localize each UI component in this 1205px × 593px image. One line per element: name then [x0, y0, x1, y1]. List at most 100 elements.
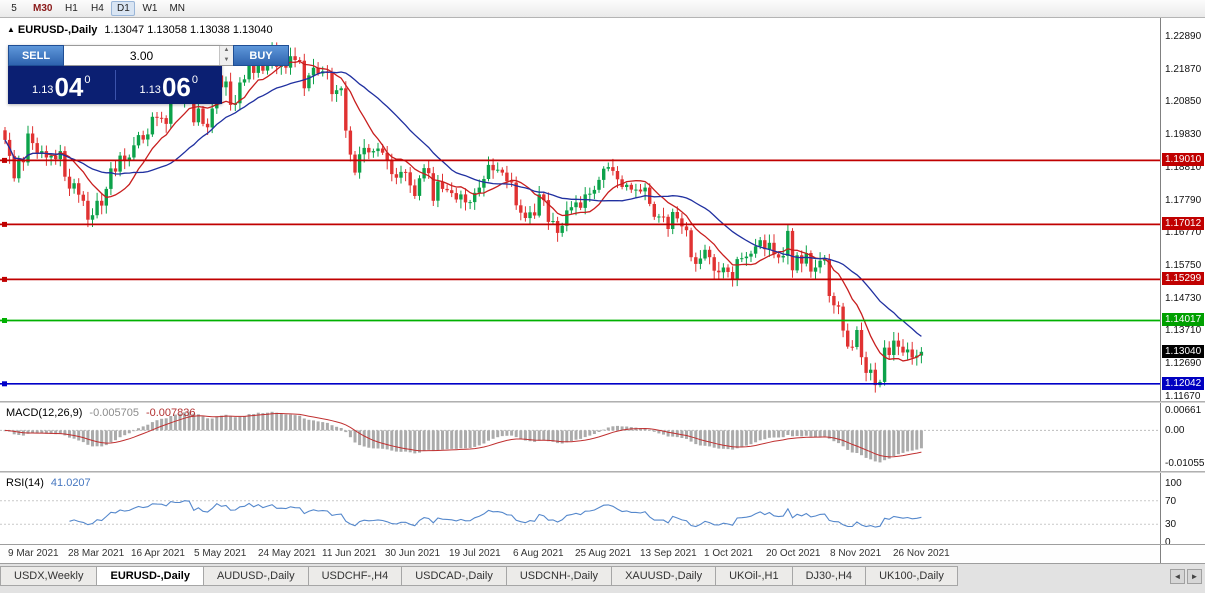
- date-axis-label: 9 Mar 2021: [8, 548, 59, 559]
- chart-tab-dj30-h4[interactable]: DJ30-,H4: [792, 566, 867, 586]
- macd-axis-label: 0.00661: [1165, 405, 1202, 416]
- timeframe-button-m30[interactable]: M30: [33, 3, 53, 14]
- price-divider: [114, 70, 116, 100]
- date-axis-label: 6 Aug 2021: [513, 548, 564, 559]
- price-axis-badge: 1.13040: [1162, 345, 1205, 358]
- macd-name: MACD(12,26,9): [6, 407, 83, 419]
- volume-input[interactable]: [64, 46, 219, 65]
- timeframe-button-d1[interactable]: D1: [111, 1, 136, 16]
- price-axis-labels: 1.22890 1.21870 1.20850 1.19830 1.18810 1.177…: [1161, 18, 1205, 402]
- chart-header: ▲ EURUSD-,Daily 1.13047 1.13058 1.13038 1.…: [7, 24, 273, 36]
- timeframe-button-h4[interactable]: H4: [91, 3, 104, 14]
- price-axis-label: 1.16770: [1165, 227, 1202, 238]
- date-axis-label: 25 Aug 2021: [575, 548, 632, 559]
- price-chart-panel[interactable]: ▲ EURUSD-,Daily 1.13047 1.13058 1.13038 1.…: [0, 18, 1160, 401]
- trade-controls-row: SELL ▲ ▼ BUY: [8, 45, 289, 66]
- timeframe-button-5[interactable]: 5: [11, 3, 17, 14]
- tab-scroll-controls: ◄ ►: [1170, 569, 1202, 584]
- price-axis-label: 1.20850: [1165, 96, 1202, 107]
- date-axis-label: 20 Oct 2021: [766, 548, 821, 559]
- price-axis-badge: 1.14017: [1162, 313, 1205, 326]
- chart-tab-xauusd-daily[interactable]: XAUUSD-,Daily: [612, 566, 717, 586]
- tabs-scroll-left-icon[interactable]: ◄: [1170, 569, 1185, 584]
- macd-main-value: -0.005705: [89, 407, 139, 419]
- timeframe-button-h1[interactable]: H1: [65, 3, 78, 14]
- rsi-axis-labels: 100 70 30 0: [1161, 473, 1205, 548]
- rsi-name: RSI(14): [6, 477, 44, 489]
- macd-axis-label: 0.00: [1165, 425, 1185, 436]
- price-axis-label: 1.15750: [1165, 260, 1202, 271]
- macd-chart: [0, 411, 1160, 463]
- rsi-value: 41.0207: [50, 477, 91, 489]
- timeframe-button-mn[interactable]: MN: [169, 3, 186, 14]
- date-axis-separator: [0, 544, 1205, 545]
- chart-tab-eurusd-daily[interactable]: EURUSD-,Daily: [97, 566, 204, 586]
- rsi-chart: [0, 500, 1160, 528]
- buy-price[interactable]: 1.13 06 0: [116, 66, 223, 104]
- macd-panel: MACD(12,26,9) -0.005705 -0.007836: [0, 403, 1160, 471]
- chart-tab-audusd-daily[interactable]: AUDUSD-,Daily: [203, 566, 309, 586]
- date-axis-label: 26 Nov 2021: [893, 548, 950, 559]
- chart-tab-usdchf-h4[interactable]: USDCHF-,H4: [308, 566, 403, 586]
- price-axis-label: 1.14730: [1165, 293, 1202, 304]
- macd-axis-labels: 0.00661 0.00 -0.01055: [1161, 403, 1205, 471]
- macd-axis-label: -0.01055: [1165, 458, 1205, 469]
- chart-ohlc-values: 1.13047 1.13058 1.13038 1.13040: [104, 24, 273, 36]
- date-axis-label: 8 Nov 2021: [830, 548, 882, 559]
- rsi-axis-label: 70: [1165, 496, 1177, 507]
- buy-price-sup: 0: [191, 74, 198, 86]
- panel-splitter-macd[interactable]: [0, 401, 1205, 403]
- sell-price[interactable]: 1.13 04 0: [8, 66, 115, 104]
- chart-tab-ukoil-h1[interactable]: UKOil-,H1: [716, 566, 793, 586]
- date-axis[interactable]: 9 Mar 2021 28 Mar 2021 16 Apr 2021 5 May 20…: [0, 545, 1160, 563]
- buy-price-big: 06: [161, 72, 191, 102]
- timeframe-toolbar: 5 M30 H1 H4 D1 W1 MN: [0, 0, 1205, 18]
- price-axis-badge: 1.12042: [1162, 377, 1205, 390]
- date-axis-label: 5 May 2021: [194, 548, 247, 559]
- date-axis-label: 19 Jul 2021: [449, 548, 501, 559]
- chart-tab-usdcad-daily[interactable]: USDCAD-,Daily: [402, 566, 507, 586]
- date-axis-label: 30 Jun 2021: [385, 548, 441, 559]
- chart-tab-uk100-daily[interactable]: UK100-,Daily: [866, 566, 958, 586]
- volume-increase-icon[interactable]: ▲: [220, 46, 233, 56]
- chart-tab-usdx-weekly[interactable]: USDX,Weekly: [0, 566, 98, 586]
- rsi-axis-label: 100: [1165, 478, 1182, 489]
- macd-label: MACD(12,26,9) -0.005705 -0.007836: [6, 407, 196, 419]
- sell-price-small: 1.13: [32, 84, 54, 96]
- tabs-scroll-right-icon[interactable]: ►: [1187, 569, 1202, 584]
- sell-button[interactable]: SELL: [8, 45, 64, 66]
- price-axis-label: 1.22890: [1165, 31, 1202, 42]
- sell-price-big: 04: [54, 72, 84, 102]
- buy-price-small: 1.13: [139, 84, 161, 96]
- price-axis-label: 1.18810: [1165, 162, 1202, 173]
- chart-symbol-title: EURUSD-,Daily: [17, 24, 98, 36]
- rsi-label: RSI(14) 41.0207: [6, 477, 91, 489]
- rsi-panel: RSI(14) 41.0207: [0, 473, 1160, 544]
- rsi-axis-label: 30: [1165, 519, 1177, 530]
- price-axis-badge: 1.15299: [1162, 272, 1205, 285]
- price-axis-label: 1.21870: [1165, 64, 1202, 75]
- date-axis-label: 11 Jun 2021: [322, 548, 377, 559]
- date-axis-label: 13 Sep 2021: [640, 548, 697, 559]
- chart-tabs: USDX,Weekly EURUSD-,Daily AUDUSD-,Daily USD…: [0, 566, 958, 586]
- buy-button[interactable]: BUY: [233, 45, 289, 66]
- volume-spinner: ▲ ▼: [219, 46, 233, 65]
- date-axis-label: 24 May 2021: [258, 548, 316, 559]
- price-axis-label: 1.17790: [1165, 195, 1202, 206]
- volume-field[interactable]: ▲ ▼: [64, 45, 233, 66]
- volume-decrease-icon[interactable]: ▼: [220, 55, 233, 65]
- rsi-axis-label: 0: [1165, 537, 1171, 548]
- chart-tabbar: USDX,Weekly EURUSD-,Daily AUDUSD-,Daily USD…: [0, 563, 1205, 593]
- price-axis-label: 1.12690: [1165, 358, 1202, 369]
- date-axis-label: 16 Apr 2021: [131, 548, 185, 559]
- panel-splitter-rsi[interactable]: [0, 471, 1205, 473]
- timeframe-button-w1[interactable]: W1: [142, 3, 158, 14]
- date-axis-label: 1 Oct 2021: [704, 548, 753, 559]
- price-axis-label: 1.19830: [1165, 129, 1202, 140]
- trade-prices-row: 1.13 04 0 1.13 06 0: [8, 66, 222, 104]
- chart-tab-usdcnh-daily[interactable]: USDCNH-,Daily: [506, 566, 613, 586]
- chart-marker-icon: ▲: [7, 25, 15, 34]
- price-axis-label: 1.11670: [1165, 391, 1201, 402]
- price-axis-column[interactable]: 1.22890 1.21870 1.20850 1.19830 1.18810 1.177…: [1160, 18, 1205, 563]
- date-axis-label: 28 Mar 2021: [68, 548, 125, 559]
